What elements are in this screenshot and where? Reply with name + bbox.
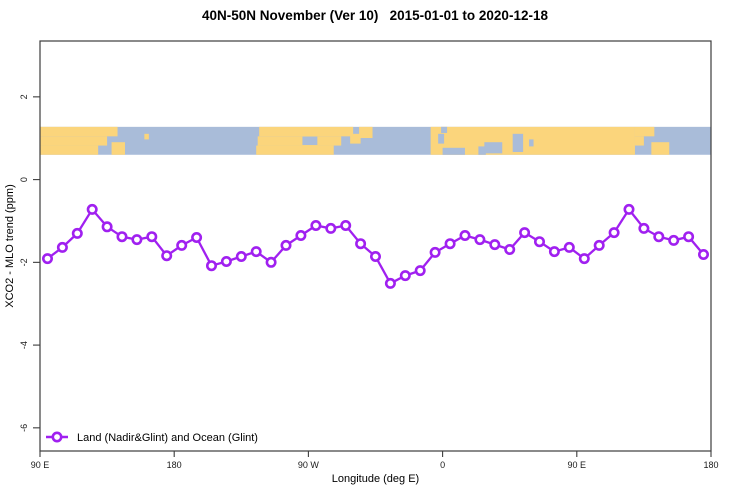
- data-point: [578, 253, 590, 265]
- data-point: [131, 234, 143, 246]
- map-band-water: [512, 133, 524, 152]
- data-point: [533, 236, 545, 248]
- y-tick-label: -6: [19, 424, 29, 432]
- map-band-land: [144, 133, 149, 140]
- data-point: [563, 241, 575, 253]
- y-tick-label: 0: [19, 177, 29, 182]
- chart-title: 40N-50N November (Ver 10) 2015-01-01 to …: [202, 8, 548, 23]
- x-tick-label: 90 W: [298, 460, 320, 470]
- y-tick-label: -2: [19, 258, 29, 266]
- data-point: [474, 234, 486, 246]
- data-point: [265, 256, 277, 268]
- legend-marker: [51, 431, 63, 443]
- data-point: [235, 251, 247, 263]
- data-point: [101, 221, 113, 233]
- y-axis-label: XCO2 - MLO trend (ppm): [4, 184, 16, 307]
- data-point: [369, 251, 381, 263]
- legend-label: Land (Nadir&Glint) and Ocean (Glint): [77, 432, 258, 444]
- map-band-land: [40, 136, 108, 146]
- data-point: [71, 227, 83, 239]
- data-point: [86, 203, 98, 215]
- data-point: [668, 234, 680, 246]
- data-point: [608, 227, 620, 239]
- data-point: [429, 246, 441, 258]
- y-tick-label: -4: [19, 341, 29, 349]
- data-point: [220, 255, 232, 267]
- data-point: [146, 231, 158, 243]
- map-band-water: [442, 147, 465, 155]
- data-point: [116, 231, 128, 243]
- data-point: [161, 250, 173, 262]
- map-band-land: [40, 145, 99, 155]
- data-point: [176, 239, 188, 251]
- map-band-land: [350, 133, 361, 144]
- map-band-land: [359, 126, 373, 139]
- data-point: [340, 220, 352, 232]
- data-point: [191, 232, 203, 244]
- map-band-land: [40, 126, 118, 137]
- data-point: [56, 241, 68, 253]
- map-band-land: [256, 145, 334, 155]
- data-point: [295, 230, 307, 242]
- data-point: [697, 249, 709, 261]
- map-band-land: [634, 126, 655, 137]
- data-point: [683, 231, 695, 243]
- plot-box: [39, 40, 712, 452]
- map-band-land: [259, 126, 354, 137]
- data-point: [384, 277, 396, 289]
- x-tick-label: 180: [703, 460, 718, 470]
- data-point: [206, 260, 218, 272]
- data-point: [41, 253, 53, 265]
- data-point: [280, 239, 292, 251]
- x-tick-label: 180: [167, 460, 182, 470]
- map-band-land: [634, 136, 644, 146]
- x-tick-label: 90 E: [568, 460, 587, 470]
- y-tick-label: 2: [19, 94, 29, 99]
- data-point: [250, 246, 262, 258]
- data-point: [399, 270, 411, 282]
- data-point: [444, 238, 456, 250]
- data-point: [623, 203, 635, 215]
- map-band-land: [257, 136, 342, 146]
- map-band-land: [651, 142, 670, 155]
- map-band-water: [478, 146, 486, 155]
- data-point: [638, 222, 650, 234]
- data-point: [489, 239, 501, 251]
- data-point: [325, 222, 337, 234]
- map-band-water: [438, 133, 445, 144]
- data-point: [653, 231, 665, 243]
- data-point: [310, 220, 322, 232]
- data-line: [46, 207, 705, 285]
- data-point: [519, 227, 531, 239]
- data-point: [355, 238, 367, 250]
- x-tick-label: 90 E: [31, 460, 50, 470]
- map-band-water: [441, 126, 448, 133]
- data-point: [548, 246, 560, 258]
- map-band-land: [111, 142, 125, 155]
- data-point: [459, 230, 471, 242]
- map-band-water: [302, 136, 318, 145]
- map-band-water: [484, 142, 503, 154]
- data-point: [593, 239, 605, 251]
- x-axis-label: Longitude (deg E): [332, 473, 419, 485]
- map-band-water: [529, 139, 534, 147]
- x-tick-label: 0: [440, 460, 445, 470]
- data-point: [414, 265, 426, 277]
- data-point: [504, 244, 516, 256]
